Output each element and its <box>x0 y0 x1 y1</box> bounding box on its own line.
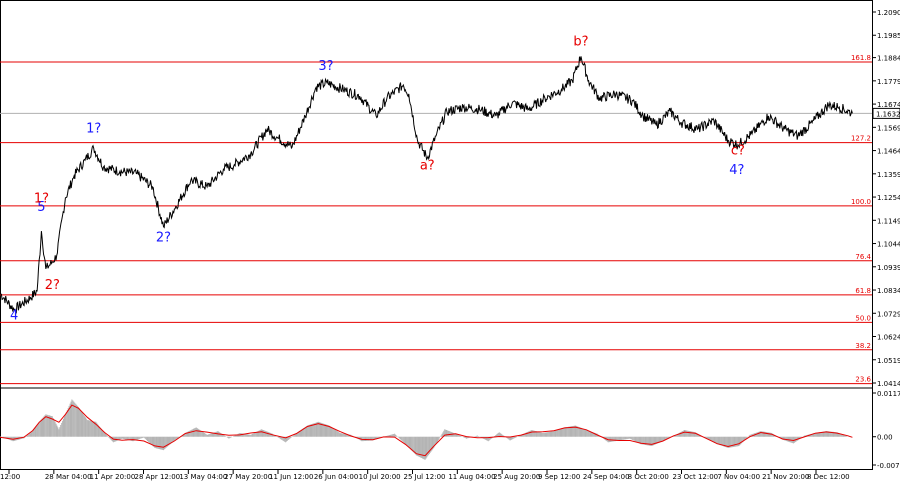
price-tick-label: 1.1674 <box>877 101 900 109</box>
price-tick-label: 1.1884 <box>877 55 900 63</box>
fib-label-38-2: 38.2 <box>855 342 871 350</box>
x-tick-label: 26 Jun 04:00 <box>314 473 358 481</box>
x-tick-label: 28 Mar 04:00 <box>45 473 92 481</box>
x-tick-label: 8 Oct 20:00 <box>628 473 669 481</box>
osc-signal-line <box>0 404 853 457</box>
price-tick-label: 1.0729 <box>877 310 900 318</box>
fib-levels: 161.8 127.2 100.0 76.4 61.8 50.0 38.2 23.6 <box>0 54 872 385</box>
price-tick-label: 1.1779 <box>877 78 900 86</box>
wave-label-2: 1? <box>34 191 49 206</box>
wave-label-8: b? <box>573 34 588 49</box>
current-price-badge <box>872 107 900 119</box>
plot-frame <box>0 0 873 470</box>
price-tick-label: 1.0939 <box>877 264 900 272</box>
x-tick-label: 8 Dec 12:00 <box>807 473 850 481</box>
price-tick-label: 1.0519 <box>877 357 900 365</box>
fib-label-127-2: 127.2 <box>851 135 871 143</box>
x-tick-label: 25 Jul 12:00 <box>404 473 446 481</box>
price-tick-label: 1.1254 <box>877 194 900 202</box>
osc-y-axis: 0.01174 0.00 -0.00759 <box>872 390 900 470</box>
fib-label-76-4: 76.4 <box>855 253 871 261</box>
wave-label-1: 5 <box>37 200 45 215</box>
wave-label-7: a? <box>420 159 435 174</box>
x-tick-label: 11 Aug 04:00 <box>448 473 495 481</box>
x-tick-label: 24 Sep 04:00 <box>583 473 630 481</box>
wave-label-10: 4? <box>729 163 744 178</box>
wave-labels: 451?2?1?2?3?a?b?c?4?5? <box>10 34 900 323</box>
price-tick-label: 1.1149 <box>877 217 900 225</box>
price-tick-label: 1.1985 <box>877 32 900 40</box>
osc-tick-label: -0.00759 <box>877 462 900 470</box>
x-tick-label: 11 Apr 20:00 <box>90 473 136 481</box>
fib-label-50-0: 50.0 <box>855 314 871 322</box>
price-y-axis: 1.2090 1.1985 1.1884 1.1779 1.1674 1.1569 1.14… <box>872 9 900 388</box>
x-tick-label: 10 Jul 20:00 <box>359 473 401 481</box>
fib-label-61-8: 61.8 <box>855 287 871 295</box>
wave-label-4: 1? <box>86 122 101 137</box>
wave-label-6: 3? <box>318 59 333 74</box>
price-tick-label: 1.0414 <box>877 380 900 388</box>
fib-label-100-0: 100.0 <box>851 198 871 206</box>
x-tick-label: 28 Apr 12:00 <box>135 473 181 481</box>
current-price-label: 1.1632 <box>876 110 900 118</box>
osc-tick-label: 0.00 <box>877 434 893 442</box>
price-tick-label: 1.0624 <box>877 334 900 342</box>
x-tick-label: 23 Oct 12:00 <box>673 473 719 481</box>
x-tick-label: 21 Nov 20:00 <box>762 473 809 481</box>
fib-label-23-6: 23.6 <box>855 376 871 384</box>
x-tick-label: 11 Jun 12:00 <box>269 473 313 481</box>
x-tick-label: 12:00 <box>0 473 20 481</box>
x-tick-label: 13 May 04:00 <box>179 473 227 481</box>
x-tick-label: 27 May 20:00 <box>224 473 272 481</box>
wave-label-3: 2? <box>45 278 60 293</box>
wave-label-0: 4 <box>10 309 18 324</box>
price-series-line <box>0 56 853 314</box>
price-tick-label: 1.0834 <box>877 287 900 295</box>
price-tick-label: 1.1044 <box>877 241 900 249</box>
wave-label-5: 2? <box>156 230 171 245</box>
price-tick-label: 1.1464 <box>877 148 900 156</box>
osc-tick-label: 0.01174 <box>877 390 900 398</box>
price-tick-label: 1.1569 <box>877 124 900 132</box>
wave-label-9: c? <box>731 144 745 159</box>
x-tick-label: 25 Aug 20:00 <box>493 473 540 481</box>
price-tick-label: 1.2090 <box>877 9 900 17</box>
x-tick-label: 9 Sep 12:00 <box>538 473 580 481</box>
fib-label-161-8: 161.8 <box>851 54 871 62</box>
price-tick-label: 1.1359 <box>877 171 900 179</box>
x-tick-label: 7 Nov 04:00 <box>717 473 760 481</box>
